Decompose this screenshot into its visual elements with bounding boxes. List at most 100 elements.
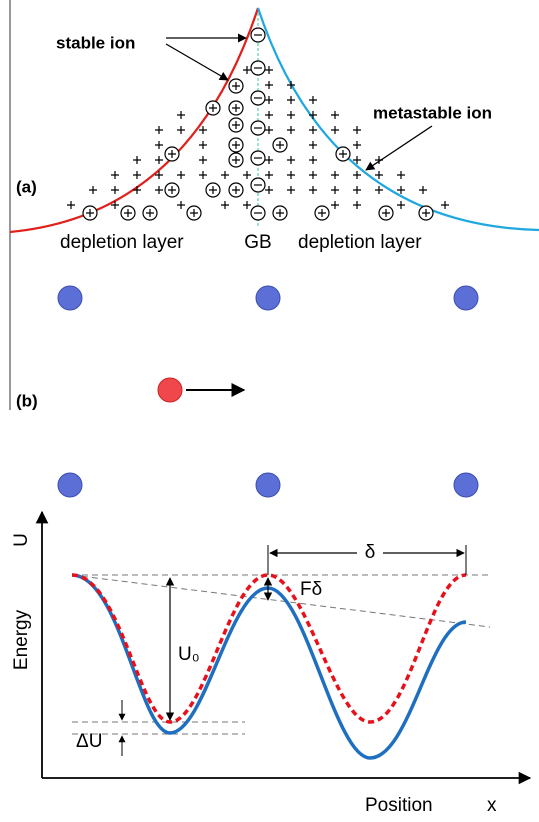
charge xyxy=(287,81,295,89)
charge xyxy=(353,156,361,164)
guide-lines xyxy=(71,574,491,735)
charge xyxy=(177,111,185,119)
region-label: depletion layer xyxy=(60,232,184,253)
charge xyxy=(177,126,185,134)
charge xyxy=(353,126,361,134)
charge xyxy=(331,111,339,119)
ion-sign xyxy=(276,141,284,149)
charge xyxy=(309,186,317,194)
ion-sign xyxy=(232,104,240,112)
charge xyxy=(309,171,317,179)
charge xyxy=(287,96,295,104)
charge xyxy=(177,201,185,209)
charge xyxy=(265,186,273,194)
charge xyxy=(199,156,207,164)
x-symbol: x xyxy=(487,795,497,816)
charge xyxy=(111,186,119,194)
charge xyxy=(287,111,295,119)
delta-label: δ xyxy=(365,542,376,563)
blue-band xyxy=(256,7,539,232)
arrow xyxy=(165,43,229,81)
charge xyxy=(375,186,383,194)
charge xyxy=(397,201,405,209)
charge xyxy=(155,186,163,194)
ion-sign xyxy=(86,209,94,217)
ion-sign xyxy=(168,186,176,194)
ion-sign xyxy=(168,150,176,158)
ion-sign xyxy=(190,209,198,217)
charge xyxy=(133,156,141,164)
charge xyxy=(419,186,427,194)
charge xyxy=(155,156,163,164)
charge xyxy=(133,186,141,194)
metastable-ion-label: metastable ion xyxy=(373,103,492,122)
charge xyxy=(89,186,97,194)
moving-ion xyxy=(157,377,183,403)
charge xyxy=(331,126,339,134)
red-band xyxy=(9,7,260,234)
charge xyxy=(265,171,273,179)
delta-u-label: ΔU xyxy=(76,731,102,752)
charge xyxy=(309,111,317,119)
charge xyxy=(265,156,273,164)
charge xyxy=(265,81,273,89)
u0-label: U₀ xyxy=(178,644,200,665)
region-label: GB xyxy=(244,232,271,253)
y-label: Energy xyxy=(11,609,32,670)
ion-sign xyxy=(318,209,326,217)
charge xyxy=(353,141,361,149)
charge xyxy=(287,171,295,179)
charge xyxy=(155,171,163,179)
region-label: depletion layer xyxy=(298,232,422,253)
charge xyxy=(353,171,361,179)
charge xyxy=(243,66,251,74)
charge xyxy=(287,126,295,134)
ion-sign xyxy=(422,209,430,217)
charge xyxy=(199,171,207,179)
charge xyxy=(265,111,273,119)
charge xyxy=(155,126,163,134)
charge xyxy=(287,186,295,194)
charge xyxy=(243,201,251,209)
arrow xyxy=(365,125,433,171)
y-symbol: U xyxy=(11,533,32,547)
charge xyxy=(199,141,207,149)
charge xyxy=(155,141,163,149)
charge xyxy=(375,171,383,179)
charge xyxy=(177,171,185,179)
x-label: Position xyxy=(365,795,433,816)
charge xyxy=(221,171,229,179)
charge xyxy=(331,201,339,209)
charge xyxy=(221,201,229,209)
charge xyxy=(243,171,251,179)
label-bg xyxy=(357,543,383,563)
charge xyxy=(397,171,405,179)
charge xyxy=(331,171,339,179)
charge xyxy=(331,186,339,194)
ion-sign xyxy=(232,186,240,194)
panel-label: (b) xyxy=(16,391,38,410)
charge xyxy=(441,201,449,209)
charge xyxy=(309,156,317,164)
ion-sign xyxy=(382,209,390,217)
charge xyxy=(67,201,75,209)
charge xyxy=(199,126,207,134)
ion-sign xyxy=(232,121,240,129)
ion-sign xyxy=(124,209,132,217)
ion-sign xyxy=(232,156,240,164)
energy-curve xyxy=(71,573,467,760)
charge xyxy=(265,126,273,134)
charge xyxy=(397,186,405,194)
ion-sign xyxy=(146,209,154,217)
panel-label: (a) xyxy=(16,177,37,196)
charge xyxy=(353,186,361,194)
charge xyxy=(309,96,317,104)
ion-sign xyxy=(232,141,240,149)
ion-sign xyxy=(276,209,284,217)
charge xyxy=(111,201,119,209)
charge xyxy=(309,141,317,149)
ion-sign xyxy=(232,82,240,90)
ions xyxy=(67,27,449,221)
ion-sign xyxy=(209,104,217,112)
